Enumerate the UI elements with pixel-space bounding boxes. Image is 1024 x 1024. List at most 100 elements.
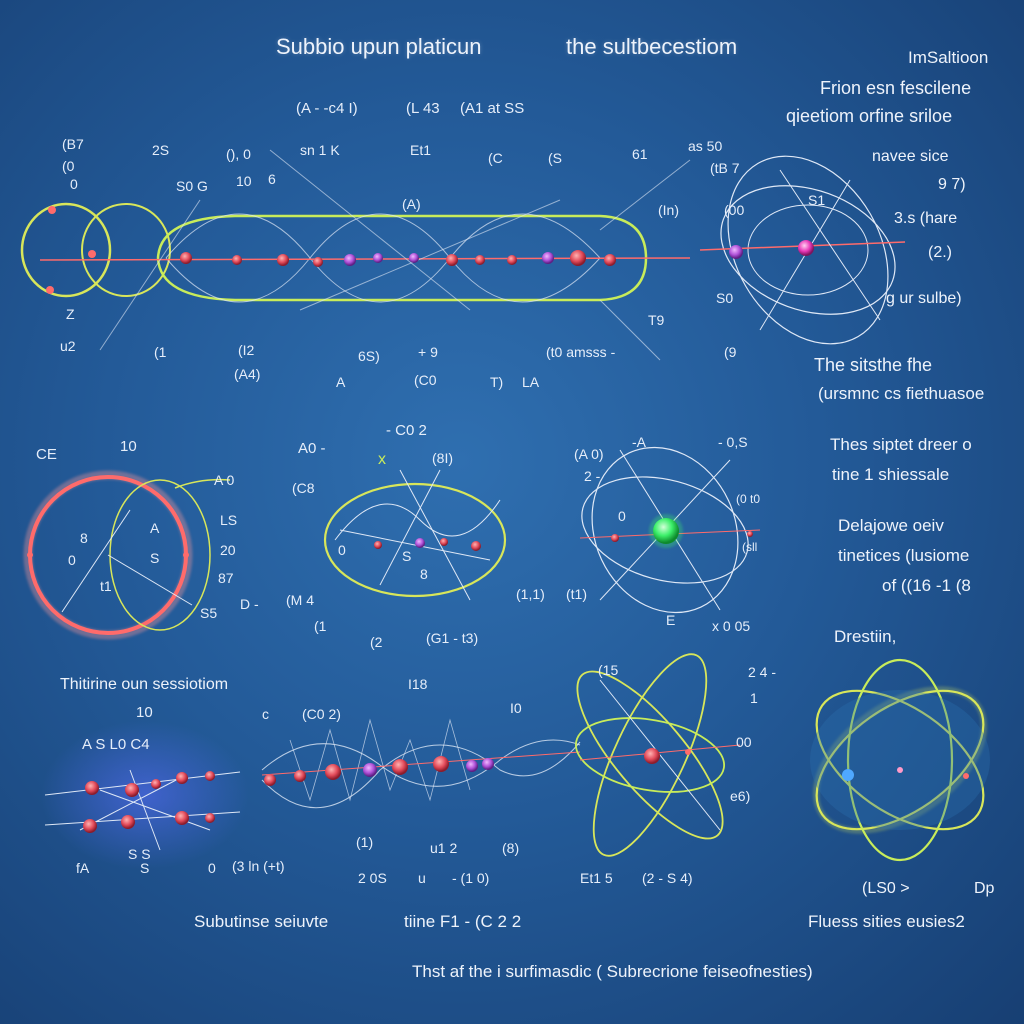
top-chain-label: (C [488, 150, 503, 166]
top-chain-label: 6 [268, 171, 276, 187]
bottom-atom-label: (15 [598, 662, 619, 678]
middle-ellipse-label: (2 [370, 634, 383, 650]
bottom-chain-label: I18 [408, 676, 428, 692]
left-ring-label: 87 [218, 570, 234, 586]
top-chain-label: as 50 [688, 138, 723, 154]
left-ring-node-2 [183, 552, 189, 558]
bottom-right-electron-2 [963, 773, 969, 779]
top-chain-particle-12 [570, 250, 586, 266]
top-chain-particle-9 [475, 255, 485, 265]
top-chain-label: A [336, 374, 346, 390]
bottom-chain-axis [261, 751, 581, 776]
left-ring-label: A [150, 520, 160, 536]
bottom-chain-label: c [262, 706, 269, 722]
middle-ellipse-ray-1 [379, 469, 441, 586]
bottom-atom-orbit-3 [574, 717, 726, 793]
bottom-chain-label: (8) [502, 840, 520, 856]
bottom-atom-label: Et1 5 [580, 870, 613, 886]
top-chain-ring-1 [20, 202, 112, 298]
left-ring-label: D - [240, 596, 259, 612]
left-ring-label: 0 [68, 552, 76, 568]
middle-atom-label: x 0 05 [712, 618, 751, 634]
middle-atom-label: (A 0) [574, 446, 604, 462]
bottom-atom-axis [579, 744, 741, 761]
sidebar-title: ImSaltioon [908, 48, 989, 67]
left-ring-label: 20 [220, 542, 236, 558]
top-chain-wave-1 [165, 213, 601, 303]
top-chain-label: 2S [152, 142, 170, 158]
middle-atom-label: 0 [618, 508, 626, 524]
top-chain-label: (S [548, 150, 562, 166]
top-chain-ray-5 [599, 159, 691, 231]
formula-3: (A1 at SS [460, 100, 525, 117]
top-chain-label: (), 0 [226, 146, 251, 162]
sidebar-block4-line-3: of ((16 -1 (8 [882, 576, 971, 595]
bottom-atom-label: 1 [750, 690, 758, 706]
top-chain-label: S1 [808, 192, 826, 208]
top-chain-label: (1 [154, 344, 167, 360]
top-chain-particle-3 [277, 254, 289, 266]
middle-ellipse-particle-2 [415, 538, 425, 548]
lattice-particle-7 [121, 815, 135, 829]
middle-atom-particle-2 [747, 531, 753, 537]
middle-atom-label: - 0,S [718, 434, 748, 450]
top-chain-label: u2 [60, 338, 76, 354]
left-ring-inner-orbit [109, 479, 211, 631]
sidebar-block2-line-2: (ursmnc cs fiethuasoe [818, 384, 985, 403]
top-chain-ray-2 [299, 199, 561, 311]
bottom-chain-particle-3 [325, 764, 341, 780]
left-ring-label: LS [220, 512, 238, 528]
bottom-chain-label: I0 [510, 700, 522, 716]
sidebar-block3-line-2: tine 1 shiessale [832, 465, 950, 484]
top-chain-label: LA [522, 374, 540, 390]
bottom-left-lattice-diagram [44, 769, 241, 851]
page-title-right: the sultbecestiom [566, 34, 738, 59]
bottom-chain-label: - (1 0) [452, 870, 490, 886]
bottom-chain-label: (1) [356, 834, 374, 850]
top-chain-label: 0 [70, 176, 78, 192]
top-chain-axis [39, 257, 691, 261]
middle-atom-label: -A [632, 434, 646, 450]
middle-ellipse-particle-3 [440, 538, 448, 546]
top-chain-particle-2 [232, 255, 242, 265]
bottom-chain-diagram [261, 718, 581, 809]
top-right-atom-diagram [699, 155, 906, 345]
formula-2: (L 43 [406, 100, 440, 117]
middle-ellipse-orbit [323, 482, 507, 598]
lattice-particle-9 [205, 813, 215, 823]
left-ring-ray-2 [107, 554, 193, 606]
sidebar-block1-line-1: navee sice [872, 148, 949, 165]
bottom-chain-particle-7 [466, 760, 478, 772]
footer-line-1: Subutinse seiuvte [194, 912, 329, 931]
bottom-atom-ray-1 [599, 679, 721, 831]
left-ring-node-1 [27, 552, 33, 558]
top-chain-particle-11 [542, 252, 554, 264]
sidebar-block3-line-1: Thes siptet dreer o [830, 435, 972, 454]
middle-atom-particle-1 [611, 534, 619, 542]
lattice-line-5 [129, 769, 161, 851]
top-chain-particle-1 [180, 252, 192, 264]
lattice-particle-4 [176, 772, 188, 784]
middle-ellipse-label: A0 - [298, 440, 326, 457]
bottom-left-label: S [140, 860, 150, 876]
footer-line-1-mid: tiine F1 - (C 2 2 [404, 912, 522, 931]
top-chain-label: (B7 [62, 136, 84, 152]
middle-ellipse-label: (1 [314, 618, 327, 634]
top-chain-ray-3 [99, 199, 201, 351]
middle-ellipse-label: (C8 [292, 480, 315, 496]
bottom-left-label: 10 [136, 704, 153, 721]
middle-ellipse-label: (1,1) [516, 586, 545, 602]
top-chain-ray-1 [269, 149, 471, 311]
top-right-orbit-2 [720, 185, 896, 315]
middle-ellipse-diagram: x [323, 451, 507, 601]
top-chain-label: (A) [402, 196, 421, 212]
middle-ellipse-wave [334, 499, 501, 541]
top-chain-label: (tB 7 [710, 160, 740, 176]
top-chain-diagram [20, 149, 691, 361]
lattice-line-3 [79, 777, 181, 831]
middle-ellipse-label: (G1 - t3) [426, 630, 479, 646]
bottom-left-label: A S L0 C4 [82, 736, 150, 753]
sidebar-line-2: qieetiom orfine sriloe [786, 106, 953, 126]
top-right-orbit-3 [747, 204, 869, 296]
middle-atom-label: E [666, 612, 676, 628]
